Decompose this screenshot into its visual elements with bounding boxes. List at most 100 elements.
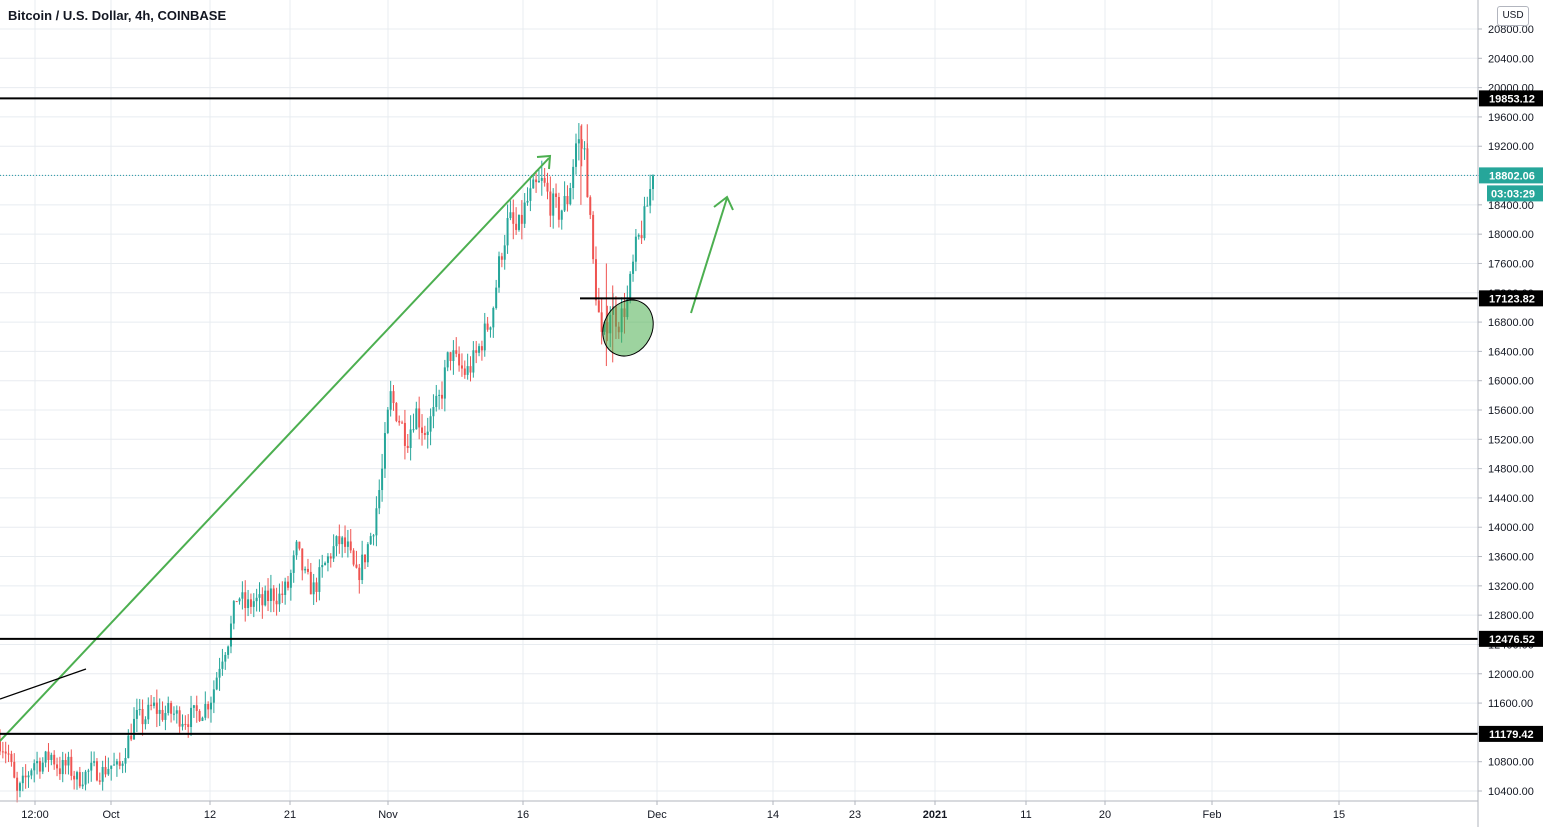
candle-body — [386, 409, 389, 434]
projection-arrow-line — [690, 197, 728, 314]
price-tick-label: 18000.00 — [1488, 229, 1534, 241]
candle-body — [207, 703, 210, 710]
candle-body — [61, 759, 64, 775]
candle-body — [44, 751, 47, 763]
candle-body — [50, 754, 53, 761]
candle-body — [398, 420, 401, 423]
candle-body — [363, 554, 366, 563]
candle-body — [133, 718, 136, 740]
candle-body — [292, 555, 295, 573]
candle-body — [572, 166, 575, 188]
candle-body — [269, 588, 272, 601]
candle-body — [155, 702, 158, 714]
candle-body — [249, 599, 252, 607]
candle-body — [95, 761, 98, 781]
candle-body — [369, 536, 372, 545]
candle-body — [652, 175, 654, 190]
candle-body — [215, 677, 218, 690]
candle-body — [75, 772, 78, 780]
candle-body — [232, 601, 235, 624]
candle-body — [278, 593, 281, 605]
candle-body — [18, 783, 21, 791]
candle-body — [409, 429, 412, 448]
currency-button[interactable]: USD — [1497, 6, 1529, 26]
candle-body — [332, 546, 335, 559]
candle-body — [577, 139, 580, 144]
candle-body — [566, 196, 569, 205]
candle-body — [629, 273, 632, 298]
price-tick-label: 13200.00 — [1488, 581, 1534, 593]
candle-body — [90, 762, 93, 771]
candle-body — [170, 702, 173, 714]
drawing-objects — [0, 154, 734, 742]
candle-body — [509, 212, 512, 219]
candle-body — [361, 554, 364, 581]
candle-body — [358, 567, 361, 581]
candle-body — [418, 408, 421, 428]
price-tick-label: 12800.00 — [1488, 610, 1534, 622]
level-badge — [1479, 290, 1543, 307]
candle-body — [415, 408, 418, 430]
candle-body — [118, 761, 121, 766]
candle-body — [529, 188, 532, 201]
price-tick-label: 10400.00 — [1488, 786, 1534, 798]
price-tick-label: 14800.00 — [1488, 464, 1534, 476]
candle-body — [594, 259, 597, 301]
candle-body — [597, 300, 600, 313]
candle-body — [315, 582, 318, 592]
candle-body — [130, 735, 133, 740]
trend-arrow-head — [536, 154, 552, 170]
candle-body — [47, 751, 50, 761]
time-tick-label: Oct — [102, 809, 119, 821]
countdown-label: 03:03:29 — [1491, 188, 1535, 200]
candle-body — [221, 661, 224, 669]
candle-body — [472, 350, 475, 373]
candle-body — [24, 775, 27, 778]
candle-body — [244, 592, 247, 609]
candle-body — [349, 541, 352, 551]
candle-body — [466, 366, 469, 375]
candle-body — [64, 759, 67, 766]
candle-body — [210, 702, 213, 710]
candle-body — [87, 770, 90, 772]
price-tick-label: 16400.00 — [1488, 346, 1534, 358]
candle-body — [287, 581, 290, 588]
level-badge-label: 19853.12 — [1489, 93, 1535, 105]
candle-body — [238, 598, 241, 602]
price-axis: 10400.0010800.0011200.0011600.0012000.00… — [1477, 0, 1543, 827]
candle-body — [326, 556, 329, 563]
candle-body — [483, 323, 486, 351]
price-tick-label: 15200.00 — [1488, 434, 1534, 446]
candle-body — [78, 772, 81, 787]
candle-body — [295, 541, 298, 556]
candlestick-series — [0, 123, 654, 803]
candle-body — [204, 703, 207, 718]
last-price-badge — [1479, 167, 1543, 184]
price-tick-label: 20800.00 — [1488, 24, 1534, 36]
candle-body — [532, 179, 535, 189]
candle-body — [649, 189, 652, 206]
highlight-ellipse — [602, 299, 654, 357]
candle-body — [0, 741, 1, 752]
candle-body — [520, 214, 523, 224]
chart-grid — [0, 0, 1478, 801]
candle-body — [178, 710, 181, 727]
candle-body — [395, 403, 398, 421]
candle-body — [640, 235, 643, 239]
candle-body — [229, 623, 232, 647]
candle-body — [312, 582, 315, 595]
candle-body — [4, 751, 7, 754]
candle-body — [264, 590, 267, 606]
price-tick-label: 14400.00 — [1488, 493, 1534, 505]
candle-body — [56, 764, 59, 769]
candle-body — [73, 775, 76, 780]
candle-body — [383, 433, 386, 469]
candle-body — [38, 761, 41, 772]
candle-body — [583, 148, 586, 150]
candle-body — [241, 592, 244, 599]
candle-body — [634, 236, 637, 262]
candle-body — [452, 350, 455, 362]
countdown-badge — [1487, 185, 1543, 202]
candle-body — [107, 768, 110, 775]
